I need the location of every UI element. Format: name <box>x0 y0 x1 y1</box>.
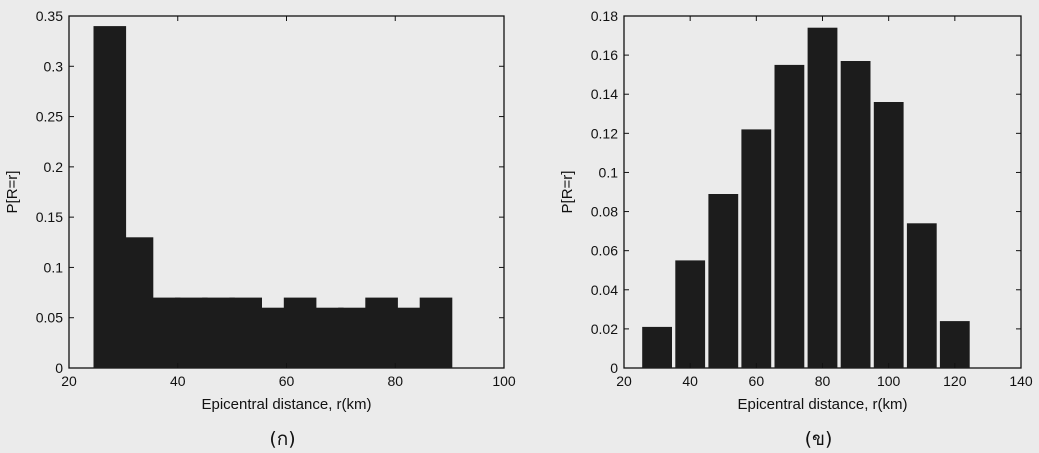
chart-a-bar <box>392 307 426 368</box>
chart-b-x-axis-label: Epicentral distance, r(km) <box>737 396 907 413</box>
chart-b-bar <box>807 27 838 368</box>
chart-a-bar <box>93 26 127 368</box>
chart-a-x-axis-label: Epicentral distance, r(km) <box>201 396 371 413</box>
chart-a-y-axis-label: P[R=r] <box>4 171 21 214</box>
chart-b-x-tick-label: 40 <box>682 373 698 389</box>
chart-a-bar <box>147 297 181 368</box>
chart-a-y-tick-label: 0.3 <box>44 58 64 74</box>
chart-b-bar <box>708 194 739 368</box>
chart-b-y-tick-label: 0.08 <box>591 204 618 220</box>
chart-b-bar <box>774 64 805 369</box>
chart-b-bar <box>642 326 672 368</box>
chart-a-bar <box>229 297 262 368</box>
chart-a-y-tick-label: 0.15 <box>36 209 63 225</box>
chart-a-x-tick-label: 60 <box>279 373 295 389</box>
chart-b-bar <box>906 223 937 368</box>
chart-b-bar <box>675 260 706 368</box>
chart-a-y-ticks: 0 0.05 0.1 0.15 0.2 0.25 0.3 0.35 <box>36 8 504 376</box>
chart-b-caption: (ข) <box>805 428 833 450</box>
chart-b-y-tick-label: 0.02 <box>591 321 618 337</box>
chart-a-bar <box>202 297 235 368</box>
chart-b-y-tick-label: 0.16 <box>591 47 618 63</box>
chart-a-bar <box>365 297 398 368</box>
chart-a-x-tick-label: 20 <box>61 373 77 389</box>
chart-b-bar <box>939 321 970 368</box>
chart-b-x-tick-label: 80 <box>815 373 831 389</box>
chart-a-y-tick-label: 0 <box>55 360 63 376</box>
chart-a-bar <box>419 297 453 368</box>
chart-b-y-tick-label: 0.06 <box>591 243 618 259</box>
chart-b-y-tick-label: 0 <box>610 360 618 376</box>
chart-a: 20 40 60 80 100 0 0.05 0.1 0.15 0.2 0.25 0.3 0.35 E… <box>4 8 516 450</box>
chart-b-x-ticks: 20 40 60 80 100 120 140 <box>616 16 1033 389</box>
chart-b-x-tick-label: 100 <box>877 373 901 389</box>
chart-b-x-tick-label: 120 <box>943 373 967 389</box>
chart-b-bars <box>642 27 970 369</box>
chart-a-y-tick-label: 0.05 <box>36 310 63 326</box>
chart-b-y-tick-label: 0.04 <box>591 282 618 298</box>
chart-b-y-axis-label: P[R=r] <box>559 171 576 214</box>
chart-a-y-tick-label: 0.1 <box>44 259 64 275</box>
chart-b-y-tick-label: 0.14 <box>591 86 618 102</box>
chart-b-bar <box>873 102 904 368</box>
chart-b-bar <box>741 129 772 368</box>
chart-b-y-tick-label: 0.12 <box>591 125 618 141</box>
chart-a-x-tick-label: 40 <box>170 373 186 389</box>
chart-a-bar <box>311 307 344 368</box>
chart-a-bar <box>175 297 208 368</box>
chart-b-y-ticks: 0 0.02 0.04 0.06 0.08 0.1 0.12 0.14 0.16 0.18 <box>591 8 1021 376</box>
chart-a-bar <box>256 307 290 368</box>
chart-a-x-ticks: 20 40 60 80 100 <box>61 16 516 389</box>
chart-b-y-tick-label: 0.1 <box>599 164 619 180</box>
chart-b-x-tick-label: 60 <box>749 373 765 389</box>
chart-b-x-tick-label: 140 <box>1009 373 1033 389</box>
chart-b: 20 40 60 80 100 120 140 0 0.02 0.04 0.06 0.08 0.1 0.… <box>559 8 1033 450</box>
chart-a-bars <box>93 26 453 368</box>
chart-a-caption: (ก) <box>269 428 295 450</box>
chart-a-y-tick-label: 0.2 <box>44 159 64 175</box>
chart-a-y-tick-label: 0.35 <box>36 8 63 24</box>
chart-b-bar <box>840 61 871 368</box>
chart-a-x-tick-label: 100 <box>492 373 516 389</box>
chart-b-y-tick-label: 0.18 <box>591 8 618 24</box>
chart-a-x-tick-label: 80 <box>387 373 403 389</box>
chart-b-x-tick-label: 20 <box>616 373 632 389</box>
chart-a-y-tick-label: 0.25 <box>36 109 63 125</box>
chart-a-bar <box>283 297 317 368</box>
